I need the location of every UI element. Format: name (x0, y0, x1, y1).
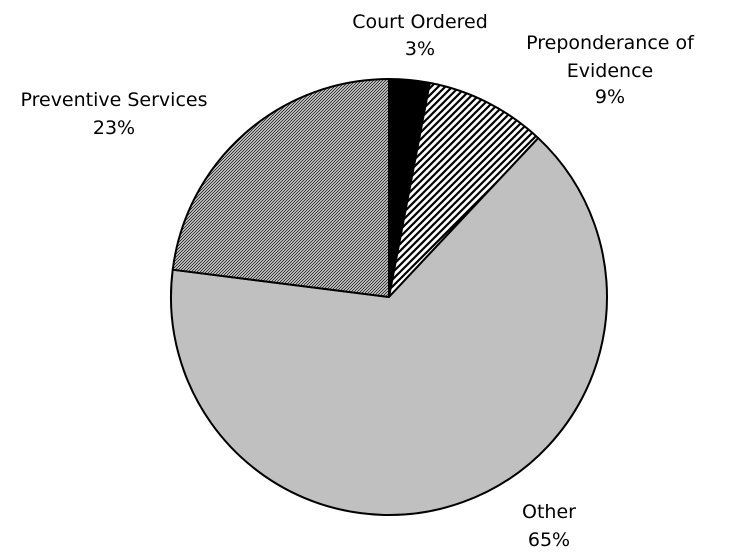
slice-label-preponderance-of-evidence: Preponderance of Evidence 9% (526, 32, 695, 108)
slice-category-label: Evidence (567, 60, 653, 82)
pie-slice-preponderance-of-evidence (388, 81, 540, 298)
slice-label-other: Other 65% (522, 501, 576, 551)
slice-label-preventive-services: Preventive Services 23% (20, 89, 207, 139)
slice-value-label: 9% (595, 86, 625, 108)
slice-category-label: Preventive Services (20, 89, 207, 111)
slice-value-label: 3% (405, 38, 435, 60)
slice-category-label: Other (522, 501, 576, 523)
slice-value-label: 65% (528, 529, 570, 551)
slice-category-label: Preponderance of (526, 32, 695, 54)
slice-value-label: 23% (93, 117, 135, 139)
pie-slices (170, 78, 608, 516)
slice-label-court-ordered: Court Ordered 3% (352, 11, 488, 60)
slice-category-label: Court Ordered (352, 11, 488, 33)
pie-slice-other (170, 137, 608, 516)
pie-labels: Court Ordered 3% Preponderance of Evidence 9… (20, 11, 695, 551)
pie-slice-preventive-services (171, 78, 390, 298)
